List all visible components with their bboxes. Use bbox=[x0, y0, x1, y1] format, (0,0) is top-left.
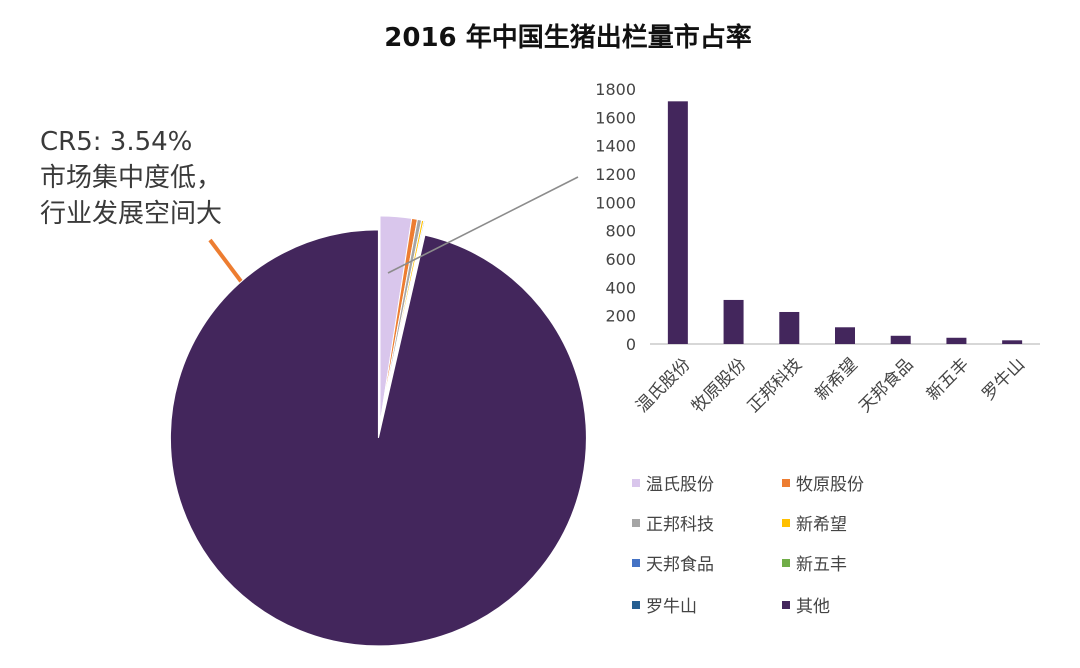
pie-chart bbox=[169, 215, 587, 647]
chart-title: 2016 年中国生猪出栏量市占率 bbox=[384, 22, 751, 53]
legend-label: 其他 bbox=[796, 597, 830, 617]
x-tick-label: 天邦食品 bbox=[855, 355, 917, 417]
x-tick-label: 牧原股份 bbox=[688, 355, 750, 417]
y-tick-label: 1000 bbox=[595, 193, 636, 212]
x-tick-label: 新五丰 bbox=[923, 355, 973, 405]
legend-swatch bbox=[782, 479, 790, 487]
y-tick-label: 1600 bbox=[595, 108, 636, 127]
legend-swatch bbox=[782, 601, 790, 609]
y-tick-label: 800 bbox=[605, 222, 636, 241]
y-tick-label: 1800 bbox=[595, 80, 636, 99]
legend-swatch bbox=[632, 559, 640, 567]
legend-item: 其他 bbox=[782, 597, 830, 617]
legend-item: 温氏股份 bbox=[632, 475, 714, 495]
y-tick-label: 600 bbox=[605, 250, 636, 269]
bar-4 bbox=[835, 327, 855, 344]
legend-label: 新希望 bbox=[796, 515, 847, 535]
legend-item: 罗牛山 bbox=[632, 597, 697, 617]
legend-label: 新五丰 bbox=[796, 555, 847, 575]
bar-2 bbox=[723, 299, 744, 344]
legend-item: 天邦食品 bbox=[632, 555, 714, 575]
legend-swatch bbox=[782, 519, 790, 527]
legend-item: 牧原股份 bbox=[782, 475, 864, 495]
leader-line bbox=[387, 176, 579, 274]
bar-chart: 0 200 400 600 800 1000 1200 1400 1600 1800 温氏股份牧原股… bbox=[595, 80, 1040, 417]
bar-3 bbox=[779, 311, 800, 344]
legend-label: 罗牛山 bbox=[646, 597, 697, 617]
annotation: CR5: 3.54% 市场集中度低， 行业发展空间大 bbox=[40, 127, 222, 229]
annotation-line-3: 行业发展空间大 bbox=[40, 199, 222, 229]
x-tick-label: 新希望 bbox=[812, 355, 862, 405]
legend-item: 正邦科技 bbox=[632, 515, 714, 535]
bar-5 bbox=[890, 335, 911, 344]
bar-1 bbox=[667, 101, 688, 344]
bar-7 bbox=[1002, 340, 1023, 344]
x-tick-label: 温氏股份 bbox=[632, 355, 694, 417]
y-tick-label: 0 bbox=[626, 335, 636, 354]
y-tick-label: 1400 bbox=[595, 137, 636, 156]
y-tick-label: 200 bbox=[605, 307, 636, 326]
annotation-line-2: 市场集中度低， bbox=[40, 163, 222, 193]
pie-slice-8 bbox=[169, 229, 587, 647]
legend-label: 天邦食品 bbox=[646, 555, 714, 575]
legend-item: 新希望 bbox=[782, 515, 847, 535]
legend-label: 正邦科技 bbox=[646, 515, 714, 535]
x-tick-label: 罗牛山 bbox=[979, 355, 1029, 405]
legend-label: 温氏股份 bbox=[646, 475, 714, 495]
y-tick-label: 1200 bbox=[595, 165, 636, 184]
legend-item: 新五丰 bbox=[782, 555, 847, 575]
legend-swatch bbox=[782, 559, 790, 567]
annotation-line-1: CR5: 3.54% bbox=[40, 127, 192, 157]
legend-swatch bbox=[632, 601, 640, 609]
legend-swatch bbox=[632, 519, 640, 527]
legend-swatch bbox=[632, 479, 640, 487]
pie-slice-7 bbox=[379, 220, 428, 425]
legend-label: 牧原股份 bbox=[796, 475, 864, 495]
x-tick-label: 正邦科技 bbox=[744, 355, 806, 417]
bar-6 bbox=[946, 337, 967, 344]
y-tick-label: 400 bbox=[605, 278, 636, 297]
